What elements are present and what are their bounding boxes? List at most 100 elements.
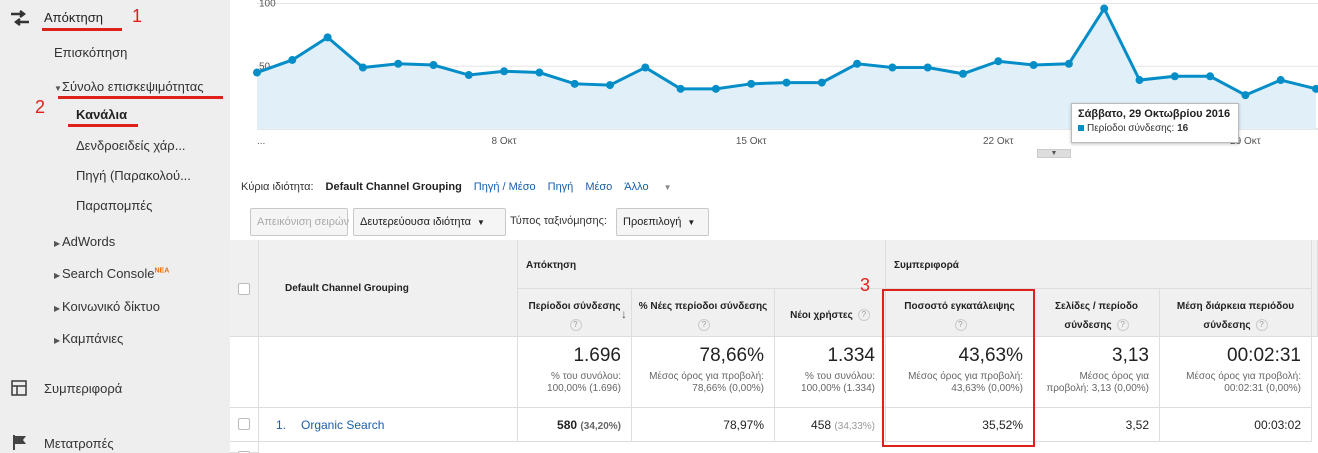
nav-adwords[interactable]: ▶ AdWords xyxy=(54,234,115,249)
highlight-box xyxy=(882,289,1035,447)
data-point[interactable] xyxy=(1029,60,1038,69)
nav-channels[interactable]: Κανάλια xyxy=(76,107,128,122)
data-point[interactable] xyxy=(358,63,367,72)
caret-down-icon: ▼ xyxy=(663,183,672,192)
summary-note: Μέσος όρος για προβολή: 78,66% (0,00%) xyxy=(649,371,764,394)
data-point[interactable] xyxy=(570,79,579,88)
help-icon[interactable]: ? xyxy=(954,319,967,332)
data-point[interactable] xyxy=(323,33,332,42)
help-icon[interactable]: ? xyxy=(569,319,582,332)
group-behavior-label: Συμπεριφορά xyxy=(894,260,959,271)
data-point[interactable] xyxy=(676,84,685,93)
nav-treemaps[interactable]: Δενδροειδείς χάρ... xyxy=(76,138,186,153)
data-point[interactable] xyxy=(711,84,720,93)
select-all-checkbox[interactable] xyxy=(238,283,250,295)
caret-down-icon: ▼ xyxy=(477,218,485,227)
nav-social-label: Κοινωνικό δίκτυο xyxy=(62,299,160,314)
help-icon[interactable]: ? xyxy=(857,309,870,322)
summary-new-users: 1.334 % του συνόλου: 100,00% (1.334) xyxy=(775,337,886,408)
dimension-header[interactable]: Default Channel Grouping xyxy=(259,240,518,337)
data-point[interactable] xyxy=(1312,84,1318,93)
secondary-dimension-dropdown[interactable]: Δευτερεύουσα ιδιότητα ▼ xyxy=(353,208,506,236)
header-sessions-label: Περίοδοι σύνδεσης xyxy=(528,301,621,312)
header-bounce-rate-label: Ποσοστό εγκατάλειψης xyxy=(904,301,1015,312)
data-point[interactable] xyxy=(1064,59,1073,68)
data-point[interactable] xyxy=(288,55,297,64)
data-point[interactable] xyxy=(429,60,438,69)
data-point[interactable] xyxy=(994,57,1003,66)
data-point[interactable] xyxy=(959,69,967,78)
summary-note: % του συνόλου: 100,00% (1.696) xyxy=(547,371,621,394)
group-acquisition-label: Απόκτηση xyxy=(526,260,577,271)
help-icon[interactable]: ? xyxy=(698,319,710,332)
tooltip-title: Σάββατο, 29 Οκτωβρίου 2016 xyxy=(1078,108,1231,120)
nav-all-traffic-label: Σύνολο επισκεψιμότητας xyxy=(62,79,204,94)
help-icon[interactable]: ? xyxy=(1255,319,1268,332)
data-point[interactable] xyxy=(394,59,403,68)
plot-rows-button[interactable]: Απεικόνιση σειρών xyxy=(250,208,349,236)
report-table: Default Channel Grouping Απόκτηση Συμπερ… xyxy=(230,240,1318,453)
nav-overview[interactable]: Επισκόπηση xyxy=(54,45,128,60)
dim-source[interactable]: Πηγή xyxy=(547,181,574,193)
data-point[interactable] xyxy=(782,78,791,87)
sort-type-dropdown[interactable]: Προεπιλογή ▼ xyxy=(616,208,709,236)
data-point[interactable] xyxy=(464,71,473,80)
summary-note: Μέσος όρος για προβολή: 43,63% (0,00%) xyxy=(908,371,1023,394)
data-point[interactable] xyxy=(923,63,932,72)
row-checkbox[interactable] xyxy=(238,418,250,430)
summary-value: 3,13 xyxy=(1112,345,1149,366)
nav-search-console[interactable]: ▶ Search ConsoleΝΕΑ xyxy=(54,266,169,281)
nav-all-traffic[interactable]: ▼Σύνολο επισκεψιμότητας xyxy=(54,79,204,94)
header-pages-per-session[interactable]: Σελίδες / περίοδο σύνδεσης ? xyxy=(1034,289,1160,337)
header-new-sessions[interactable]: % Νέες περίοδοι σύνδεσης ? xyxy=(632,289,775,337)
data-point[interactable] xyxy=(1206,72,1215,81)
row-avg-duration: 00:03:02 xyxy=(1160,408,1312,442)
header-new-users[interactable]: Νέοι χρήστες ? xyxy=(775,289,886,337)
series-color-swatch xyxy=(1078,125,1084,132)
data-point[interactable] xyxy=(641,63,650,72)
help-icon[interactable]: ? xyxy=(1116,319,1129,332)
data-point[interactable] xyxy=(1241,91,1250,100)
annotation-3: 3 xyxy=(860,275,871,295)
data-point[interactable] xyxy=(1170,72,1179,81)
header-avg-duration-label: Μέση διάρκεια περιόδου σύνδεσης xyxy=(1176,301,1295,331)
header-sessions[interactable]: Περίοδοι σύνδεσης ? ↓ xyxy=(518,289,632,337)
summary-sessions: 1.696 % του συνόλου: 100,00% (1.696) xyxy=(518,337,632,408)
data-point[interactable] xyxy=(1276,76,1285,85)
nav-referrals[interactable]: Παραπομπές xyxy=(76,198,153,213)
header-avg-duration[interactable]: Μέση διάρκεια περιόδου σύνδεσης ? xyxy=(1160,289,1312,337)
y-tick-label: 100 xyxy=(259,0,276,10)
data-point[interactable] xyxy=(817,78,826,87)
secondary-dimension-label: Δευτερεύουσα ιδιότητα xyxy=(360,216,472,228)
data-point[interactable] xyxy=(853,59,862,68)
data-point[interactable] xyxy=(1135,76,1144,85)
nav-behavior[interactable]: Συμπεριφορά xyxy=(44,381,123,396)
nav-conversions[interactable]: Μετατροπές xyxy=(44,436,114,451)
dim-default-channel-grouping[interactable]: Default Channel Grouping xyxy=(325,181,462,193)
chart-collapse-handle[interactable]: ▼ xyxy=(1037,149,1071,158)
header-bounce-rate[interactable]: Ποσοστό εγκατάλειψης? xyxy=(886,289,1034,337)
tooltip-label: Περίοδοι σύνδεσης: xyxy=(1087,123,1175,134)
data-point[interactable] xyxy=(888,63,897,72)
row-checkbox[interactable] xyxy=(238,451,250,453)
dim-source-medium[interactable]: Πηγή / Μέσο xyxy=(473,181,536,193)
nav-acquisition[interactable]: Απόκτηση xyxy=(44,10,103,25)
data-point[interactable] xyxy=(535,68,544,77)
data-point[interactable] xyxy=(747,79,756,88)
nav-campaigns[interactable]: ▶ Καμπάνιες xyxy=(54,331,123,346)
caret-right-icon: ▶ xyxy=(54,271,61,280)
summary-value: 78,66% xyxy=(699,345,764,366)
x-tick-label: ... xyxy=(257,136,265,147)
data-point[interactable] xyxy=(1100,4,1109,13)
dim-medium[interactable]: Μέσο xyxy=(585,181,613,193)
dim-other[interactable]: Άλλο ▼ xyxy=(624,181,683,193)
data-point[interactable] xyxy=(606,81,614,90)
nav-source-medium[interactable]: Πηγή (Παρακολού... xyxy=(76,168,191,183)
row-new-sessions: 78,97% xyxy=(632,408,775,442)
data-point[interactable] xyxy=(253,68,261,77)
sort-type-label: Τύπος ταξινόμησης: xyxy=(510,215,607,227)
data-point[interactable] xyxy=(500,67,509,76)
row-link-organic-search[interactable]: Organic Search xyxy=(301,418,385,432)
nav-social[interactable]: ▶ Κοινωνικό δίκτυο xyxy=(54,299,160,314)
summary-note: Μέσος όρος για προβολή: 3,13 (0,00%) xyxy=(1046,371,1149,394)
